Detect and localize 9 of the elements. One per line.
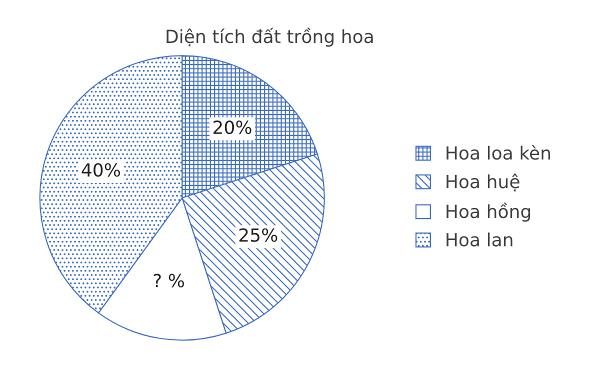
data-label: 25% — [239, 228, 278, 242]
legend-label: Hoa lan — [446, 232, 512, 247]
data-label: ? % — [154, 274, 184, 288]
data-label: 20% — [214, 120, 252, 134]
legend-label: Hoa hồng — [446, 202, 530, 222]
legend-label: Hoa loa kèn — [446, 145, 550, 160]
legend-label: Hoa huệ — [446, 174, 520, 192]
chart-title: Diện tích đất trồng hoa — [166, 28, 373, 47]
data-label: 40% — [82, 163, 120, 177]
